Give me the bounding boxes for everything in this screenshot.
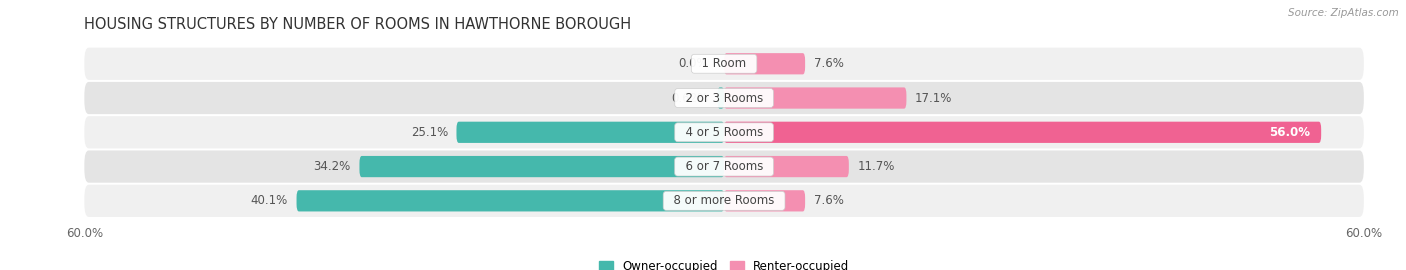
Text: 2 or 3 Rooms: 2 or 3 Rooms: [678, 92, 770, 104]
FancyBboxPatch shape: [724, 190, 806, 211]
FancyBboxPatch shape: [84, 150, 1364, 183]
Text: 8 or more Rooms: 8 or more Rooms: [666, 194, 782, 207]
Text: 11.7%: 11.7%: [858, 160, 894, 173]
Text: 4 or 5 Rooms: 4 or 5 Rooms: [678, 126, 770, 139]
Legend: Owner-occupied, Renter-occupied: Owner-occupied, Renter-occupied: [593, 255, 855, 270]
FancyBboxPatch shape: [84, 116, 1364, 148]
FancyBboxPatch shape: [84, 48, 1364, 80]
FancyBboxPatch shape: [297, 190, 724, 211]
Text: 7.6%: 7.6%: [814, 194, 844, 207]
Text: 1 Room: 1 Room: [695, 57, 754, 70]
FancyBboxPatch shape: [724, 87, 907, 109]
Text: 56.0%: 56.0%: [1270, 126, 1310, 139]
FancyBboxPatch shape: [724, 156, 849, 177]
Text: 40.1%: 40.1%: [250, 194, 288, 207]
FancyBboxPatch shape: [360, 156, 724, 177]
Text: 7.6%: 7.6%: [814, 57, 844, 70]
Text: HOUSING STRUCTURES BY NUMBER OF ROOMS IN HAWTHORNE BOROUGH: HOUSING STRUCTURES BY NUMBER OF ROOMS IN…: [84, 17, 631, 32]
Text: 0.62%: 0.62%: [672, 92, 709, 104]
Text: 25.1%: 25.1%: [411, 126, 449, 139]
Text: 6 or 7 Rooms: 6 or 7 Rooms: [678, 160, 770, 173]
FancyBboxPatch shape: [84, 82, 1364, 114]
Text: 0.0%: 0.0%: [679, 57, 709, 70]
FancyBboxPatch shape: [457, 122, 724, 143]
FancyBboxPatch shape: [724, 53, 806, 74]
FancyBboxPatch shape: [724, 122, 1322, 143]
Text: Source: ZipAtlas.com: Source: ZipAtlas.com: [1288, 8, 1399, 18]
FancyBboxPatch shape: [717, 87, 724, 109]
Text: 34.2%: 34.2%: [314, 160, 352, 173]
Text: 17.1%: 17.1%: [915, 92, 952, 104]
FancyBboxPatch shape: [84, 185, 1364, 217]
